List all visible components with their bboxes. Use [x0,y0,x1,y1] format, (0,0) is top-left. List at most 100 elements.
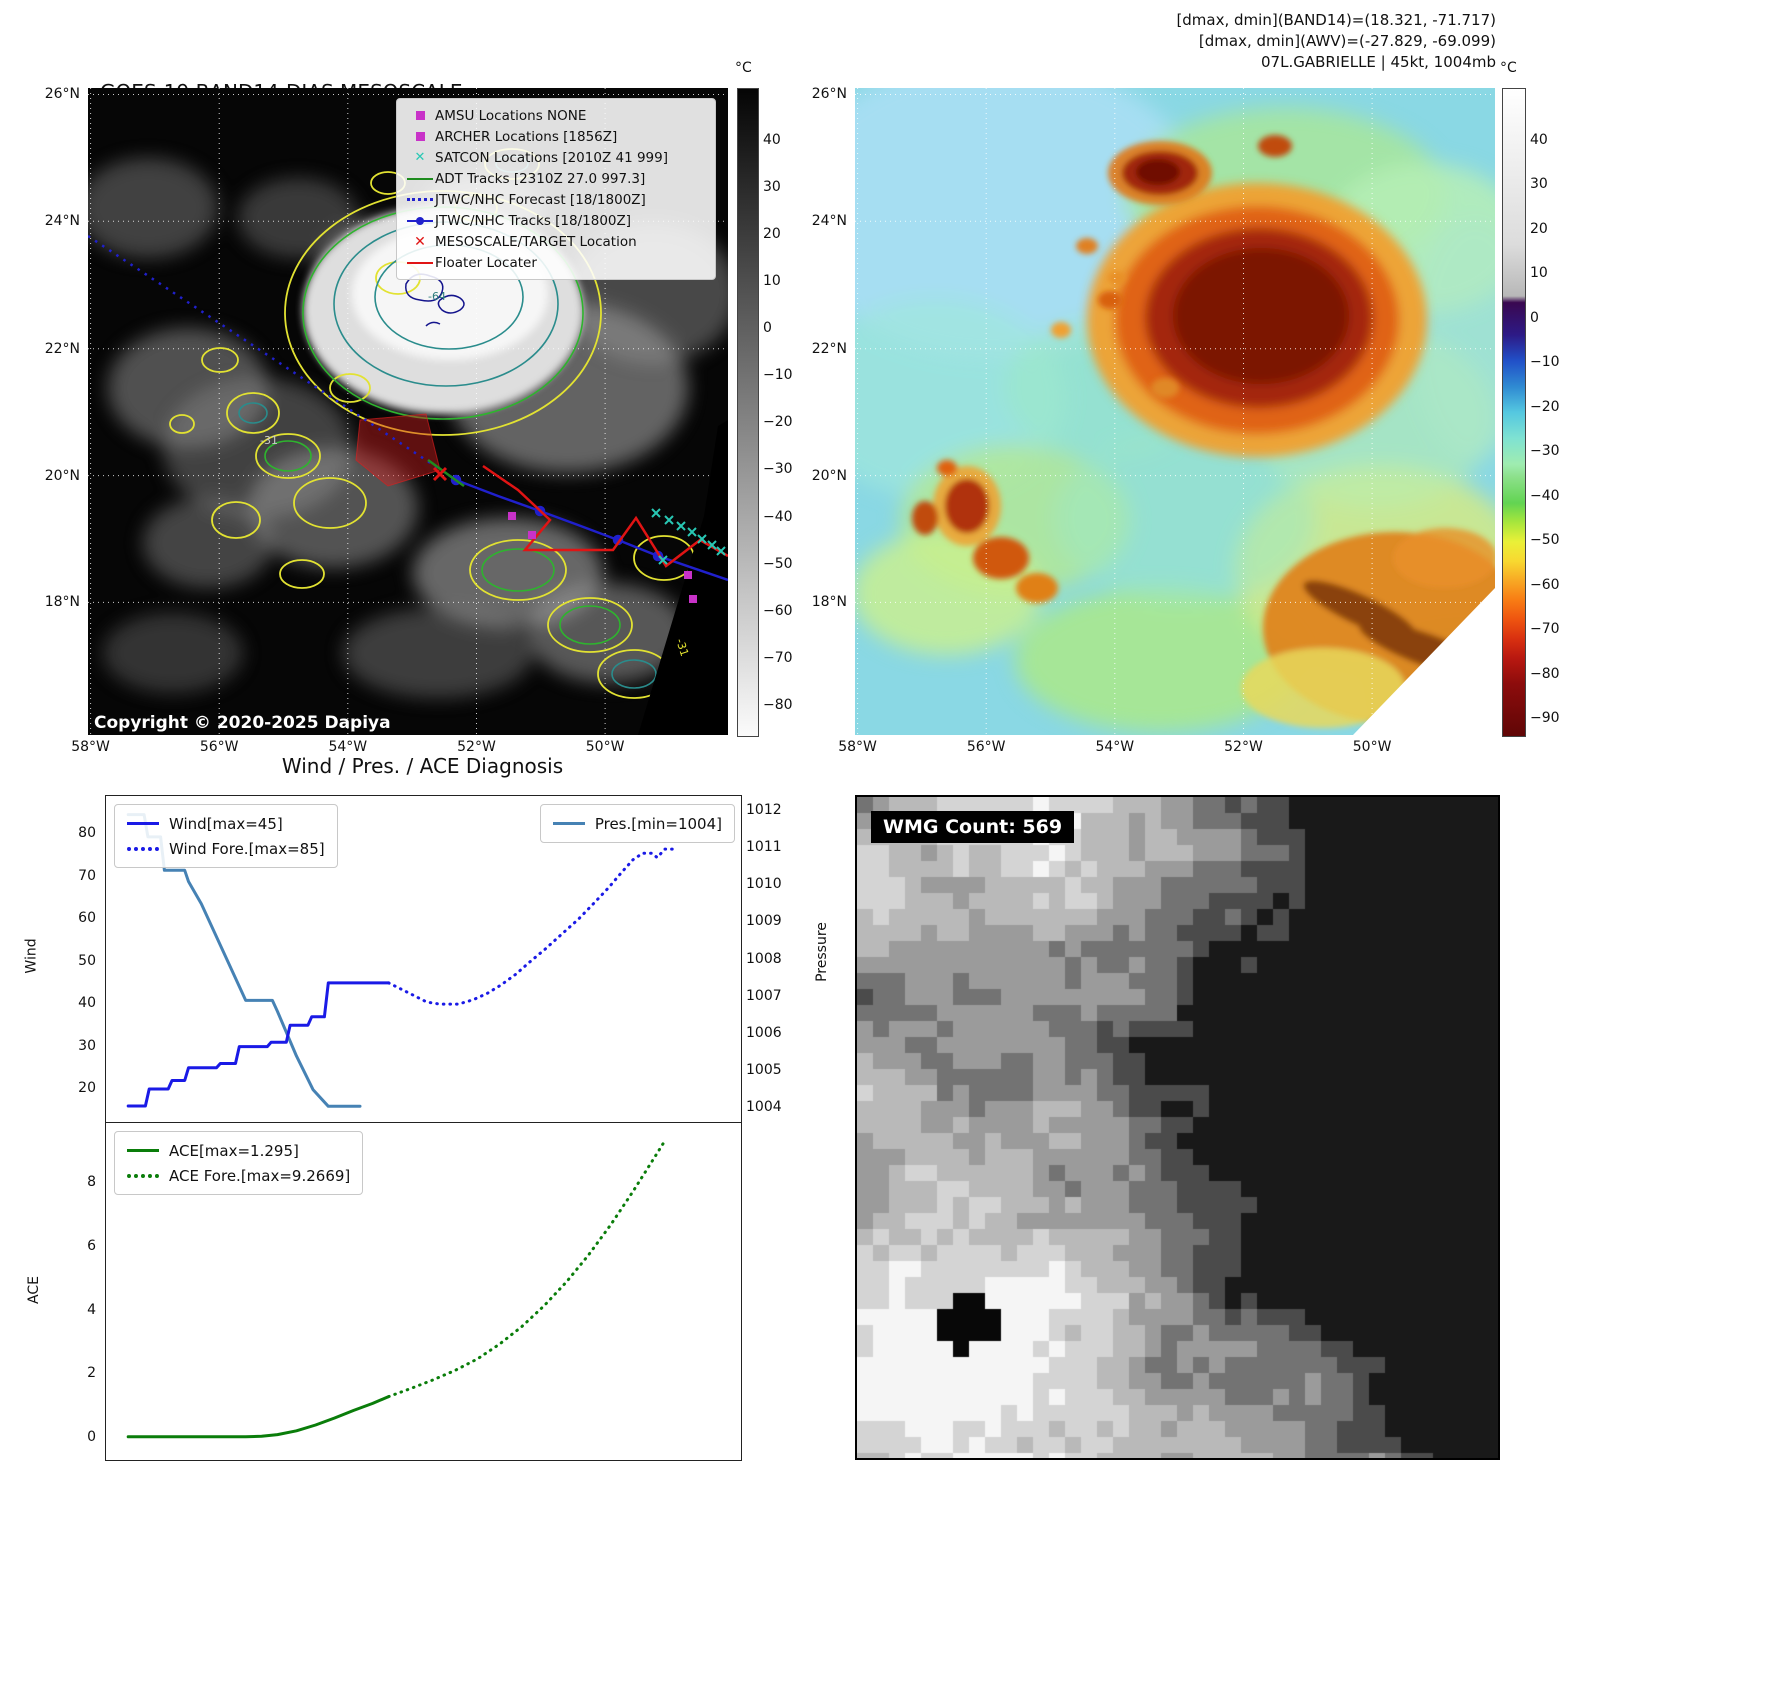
dmax-band14-text: [dmax, dmin](BAND14)=(18.321, -71.717) [1176,11,1496,29]
tick-label: −40 [763,508,793,525]
tick-label: 6 [87,1237,96,1254]
ir-latitude-axis: 26°N 24°N 22°N 20°N 18°N [0,86,84,735]
wmg-count-label: WMG Count: 569 [871,811,1075,843]
legend-label: ACE[max=1.295] [169,1141,299,1160]
ace-plot-area [126,1141,665,1439]
series-line [387,1141,665,1399]
tick-label: 10 [763,273,781,290]
tick-label: 1006 [746,1024,782,1041]
tick-label: 18°N [44,594,80,611]
floater-line-icon [405,261,435,264]
awv-latitude-axis: 26°N 24°N 22°N 20°N 18°N [767,86,851,735]
legend-label: JTWC/NHC Forecast [18/1800Z] [435,191,646,208]
tick-label: 22°N [811,340,847,357]
tick-label: 1010 [746,876,782,893]
awv-colorbar [1502,88,1526,737]
tick-label: 50°W [585,739,625,755]
jtwc-forecast-track [88,234,457,482]
no-data-wedge [638,420,728,735]
tick-label: 20 [78,1080,96,1097]
floater-locater-track [482,464,728,568]
tick-label: −20 [763,414,793,431]
grid-lines [855,88,1495,735]
tick-label: −10 [1530,354,1560,371]
tick-label: 8 [87,1174,96,1191]
tick-label: −70 [763,649,793,666]
awv-satellite-map [855,88,1495,735]
legend-item-wind: Wind[max=45] [127,811,325,836]
tick-label: 52°W [457,739,496,755]
tick-label: 1008 [746,950,782,967]
legend-label: Floater Locater [435,254,537,271]
tick-label: 1009 [746,913,782,930]
tick-label: 0 [763,320,772,337]
awv-colorbar-unit: °C [1500,60,1517,76]
tick-label: 30 [1530,176,1548,193]
adt-line-icon [405,177,435,180]
contour-value-labels: -64 -31 -31 [260,290,691,658]
legend-item-amsu: AMSU Locations NONE [405,105,707,126]
legend-item-satcon: SATCON Locations [2010Z 41 999] [405,147,707,168]
series-line [387,847,675,1006]
tick-label: −20 [1530,398,1560,415]
legend-label: JTWC/NHC Tracks [18/1800Z] [435,212,632,229]
tick-label: 52°W [1224,739,1263,755]
tick-label: −90 [1530,710,1560,727]
tick-label: 58°W [838,739,877,755]
tick-label: 40 [1530,131,1548,148]
tick-label: 1007 [746,987,782,1004]
wind-pressure-chart: Wind[max=45] Wind Fore.[max=85] Pres.[mi… [105,795,742,1124]
tick-label: 70 [78,867,96,884]
diagnosis-title: Wind / Pres. / ACE Diagnosis [281,754,564,778]
tick-label: −60 [763,602,793,619]
legend-item-pressure: Pres.[min=1004] [552,811,722,836]
satcon-x-icon [405,150,435,165]
tick-label: −30 [763,461,793,478]
legend-item-adt: ADT Tracks [2310Z 27.0 997.3] [405,168,707,189]
ace-forecast-dotted-icon [127,1173,159,1178]
copyright-text: Copyright © 2020-2025 Dapiya [94,713,391,733]
wind-line-icon [127,822,159,825]
pressure-y-axis: 1004 1005 1006 1007 1008 1009 1010 1011 1012 [746,795,798,1122]
tick-label: 22°N [44,340,80,357]
tick-label: 1004 [746,1099,782,1116]
track-line-dot-icon [405,219,435,222]
tick-label: −70 [1530,621,1560,638]
tick-label: 54°W [328,739,368,755]
satcon-markers [651,508,726,565]
tick-label: 1012 [746,801,782,818]
svg-text:-31: -31 [260,434,278,447]
ace-y-axis: 0 2 4 6 8 [58,1122,100,1459]
no-data-wedge [1353,588,1495,735]
ace-line-icon [127,1149,159,1152]
legend-item-target: MESOSCALE/TARGET Location [405,231,707,252]
legend-label: Wind[max=45] [169,814,283,833]
legend-item-tracks: JTWC/NHC Tracks [18/1800Z] [405,210,707,231]
tick-label: −50 [763,555,793,572]
wind-y-axis: 20 30 40 50 60 70 80 [58,795,100,1122]
tick-label: −10 [763,367,793,384]
tick-label: 1005 [746,1061,782,1078]
archer-square-icon [405,132,435,141]
series-line [126,981,391,1108]
tick-label: 56°W [966,739,1006,755]
tick-label: 4 [87,1301,96,1318]
tick-label: 20 [763,225,781,242]
wind-legend: Wind[max=45] Wind Fore.[max=85] [114,804,338,868]
pressure-line-icon [552,822,585,825]
legend-item-archer: ARCHER Locations [1856Z] [405,126,707,147]
dmax-awv-text: [dmax, dmin](AWV)=(-27.829, -69.099) [1198,32,1496,50]
tick-label: 0 [87,1428,96,1445]
target-x-icon [405,234,435,250]
legend-item-floater: Floater Locater [405,252,707,273]
tick-label: 24°N [811,213,847,230]
mesoscale-target-marker [432,466,448,482]
tick-label: 50 [78,952,96,969]
legend-label: Pres.[min=1004] [594,814,722,833]
awv-header: [dmax, dmin](BAND14)=(18.321, -71.717) [… [1176,10,1496,73]
ir-longitude-axis: 58°W 56°W 54°W 52°W 50°W [71,739,728,759]
tick-label: −80 [1530,665,1560,682]
ir-colorbar [737,88,759,737]
tick-label: 18°N [811,594,847,611]
ir-colorbar-unit: °C [735,60,752,76]
